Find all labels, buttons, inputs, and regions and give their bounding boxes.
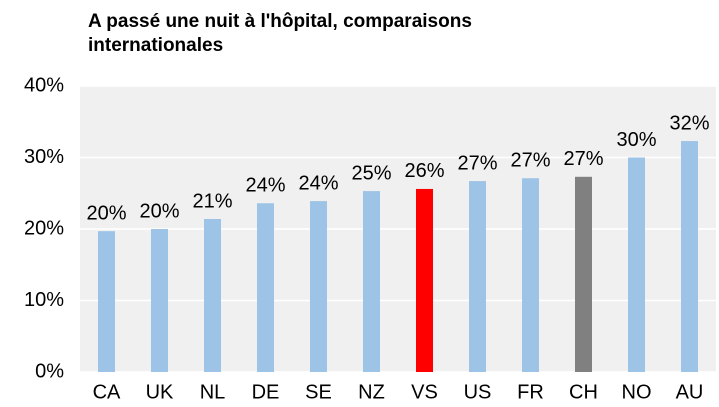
bar [310,201,327,372]
value-label: 24% [298,172,338,194]
bar [575,176,592,372]
bar [522,178,539,372]
bar [151,229,168,372]
x-tick-label: AU [676,381,704,403]
x-tick-label: NZ [358,381,385,403]
value-label: 27% [457,152,497,174]
value-label: 20% [139,200,179,222]
x-tick-label: CA [93,381,121,403]
value-label: 27% [563,148,603,170]
value-label: 21% [192,190,232,212]
x-tick-label: UK [146,381,174,403]
y-tick-label: 0% [35,360,64,382]
bar [257,203,274,372]
bar [681,141,698,372]
value-label: 25% [351,162,391,184]
y-tick-label: 30% [24,146,64,168]
y-tick-label: 20% [24,217,64,239]
bar [98,231,115,372]
x-tick-label: VS [411,381,438,403]
value-label: 24% [245,175,285,197]
x-tick-label: DE [252,381,280,403]
x-tick-label: CH [569,381,598,403]
chart-title: A passé une nuit à l'hôpital, comparaiso… [88,11,472,56]
bar [204,218,221,372]
value-label: 30% [616,129,656,151]
bar [469,181,486,372]
x-tick-label: FR [517,381,544,403]
x-tick-label: US [464,381,492,403]
x-tick-label: NL [200,381,226,403]
y-tick-label: 10% [24,289,64,311]
value-label: 32% [669,112,709,134]
x-tick-label: SE [305,381,332,403]
value-label: 26% [404,160,444,182]
x-tick-label: NO [622,381,652,403]
value-label: 27% [510,150,550,172]
y-tick-label: 40% [24,74,64,96]
bar [363,191,380,372]
bar [628,157,645,372]
value-label: 20% [86,202,126,224]
bar [416,188,433,372]
